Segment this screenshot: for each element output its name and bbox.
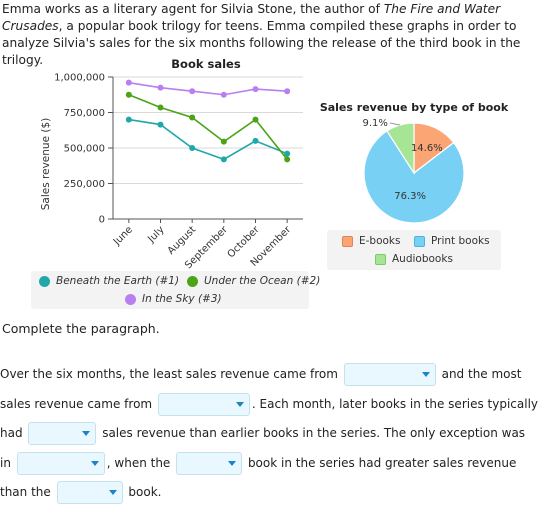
pie-slice-audiobooks bbox=[386, 122, 415, 176]
data-point bbox=[189, 88, 196, 95]
data-point bbox=[189, 145, 196, 151]
legend-swatch-audio bbox=[375, 253, 386, 265]
paragraph-text-1: Over the six months, the least sales rev… bbox=[0, 367, 342, 381]
dropdown-exception-book-2[interactable] bbox=[56, 481, 123, 505]
dropdown-comparison[interactable] bbox=[28, 422, 97, 446]
x-tick-label: June bbox=[111, 224, 135, 248]
data-point bbox=[284, 150, 291, 157]
legend-label-3: In the Sky (#3) bbox=[142, 293, 222, 305]
y-tick-label: 500,000 bbox=[64, 144, 105, 155]
dropdown-exception-month[interactable] bbox=[16, 451, 105, 475]
chevron-down-icon bbox=[90, 460, 99, 466]
dropdown-least-revenue[interactable] bbox=[343, 363, 436, 386]
intro-part2: , a popular book trilogy for teens. Emma… bbox=[2, 19, 521, 67]
legend-dot-green bbox=[187, 275, 198, 287]
legend-label-ebooks: E-books bbox=[359, 235, 401, 247]
pie-leader-line bbox=[389, 122, 400, 126]
legend-item-print: Print books bbox=[414, 235, 490, 247]
data-point bbox=[157, 84, 164, 91]
series-line-3 bbox=[128, 81, 288, 96]
book-sales-line-chart: Book sales Sales revenue ($) 0 250,000 500… bbox=[40, 57, 303, 270]
chevron-down-icon bbox=[235, 401, 244, 407]
pie-label-print: 76.3% bbox=[394, 191, 426, 202]
legend-swatch-ebooks bbox=[342, 235, 353, 247]
revenue-by-type-pie-chart: Sales revenue by type of book 14.6% 76.3%… bbox=[320, 101, 509, 224]
legend-label-print: Print books bbox=[431, 235, 490, 247]
prompt-text: Complete the paragraph. bbox=[2, 321, 160, 336]
data-point bbox=[252, 86, 259, 93]
data-point bbox=[284, 88, 291, 95]
x-tick-label: July bbox=[145, 224, 166, 245]
legend-label-audio: Audiobooks bbox=[392, 253, 453, 265]
paragraph-text-5: , when the bbox=[106, 455, 175, 470]
chevron-down-icon bbox=[228, 460, 237, 466]
y-tick-label: 250,000 bbox=[64, 179, 105, 190]
legend-item-series-1: Beneath the Earth (#1) bbox=[39, 275, 179, 287]
data-point bbox=[125, 91, 132, 98]
intro-text: Emma works as a literary agent for Silvi… bbox=[2, 1, 537, 69]
data-point bbox=[157, 104, 164, 111]
chevron-down-icon bbox=[108, 490, 117, 496]
data-point bbox=[252, 116, 259, 123]
legend-item-ebooks: E-books bbox=[342, 235, 401, 247]
data-point bbox=[220, 138, 227, 145]
data-point bbox=[125, 116, 132, 123]
legend-label-1: Beneath the Earth (#1) bbox=[56, 275, 180, 287]
legend-dot-teal bbox=[39, 275, 50, 287]
pie-chart-title: Sales revenue by type of book bbox=[320, 101, 509, 114]
data-point bbox=[252, 137, 259, 144]
legend-label-2: Under the Ocean (#2) bbox=[204, 275, 321, 287]
line-chart-title: Book sales bbox=[171, 57, 241, 71]
y-tick-label: 1,000,000 bbox=[54, 73, 105, 84]
paragraph-text-4: sales revenue than earlier books in the … bbox=[0, 426, 526, 470]
legend-item-series-3: In the Sky (#3) bbox=[125, 293, 222, 305]
y-tick-label: 750,000 bbox=[64, 108, 105, 119]
line-chart-legend: Beneath the Earth (#1) Under the Ocean (… bbox=[31, 271, 320, 309]
data-point bbox=[157, 121, 164, 128]
y-axis-label: Sales revenue ($) bbox=[40, 118, 52, 211]
data-point bbox=[189, 114, 196, 121]
pie-chart-legend: E-books Print books Audiobooks bbox=[327, 230, 501, 270]
pie-label-audio: 9.1% bbox=[362, 118, 387, 129]
paragraph: Over the six months, the least sales rev… bbox=[0, 360, 539, 508]
paragraph-text-6: book in the series had greater sales rev… bbox=[0, 455, 517, 500]
paragraph-text-2: and the most sales revenue came from bbox=[0, 367, 522, 411]
legend-item-audio: Audiobooks bbox=[375, 253, 453, 265]
dropdown-most-revenue[interactable] bbox=[157, 392, 250, 416]
legend-dot-purple bbox=[125, 293, 136, 305]
legend-item-series-2: Under the Ocean (#2) bbox=[187, 275, 320, 287]
y-tick-label: 0 bbox=[99, 215, 105, 226]
data-point bbox=[220, 156, 227, 163]
intro-part1: Emma works as a literary agent for Silvi… bbox=[2, 2, 384, 16]
legend-swatch-print bbox=[414, 235, 425, 247]
paragraph-text-3: . Each month, later books in the series … bbox=[0, 396, 539, 441]
data-point bbox=[125, 79, 132, 86]
dropdown-exception-book-1[interactable] bbox=[176, 451, 243, 475]
paragraph-text-7: book. bbox=[124, 485, 162, 500]
book-title: The Fire and Water Crusades bbox=[2, 2, 501, 33]
chevron-down-icon bbox=[421, 372, 430, 377]
data-point bbox=[284, 156, 291, 163]
series-line-1 bbox=[128, 118, 288, 161]
series-line-2 bbox=[128, 94, 288, 160]
data-point bbox=[220, 91, 227, 98]
chevron-down-icon bbox=[82, 431, 91, 437]
pie-label-ebooks: 14.6% bbox=[411, 143, 443, 154]
pie-slice-print-books bbox=[363, 130, 465, 224]
